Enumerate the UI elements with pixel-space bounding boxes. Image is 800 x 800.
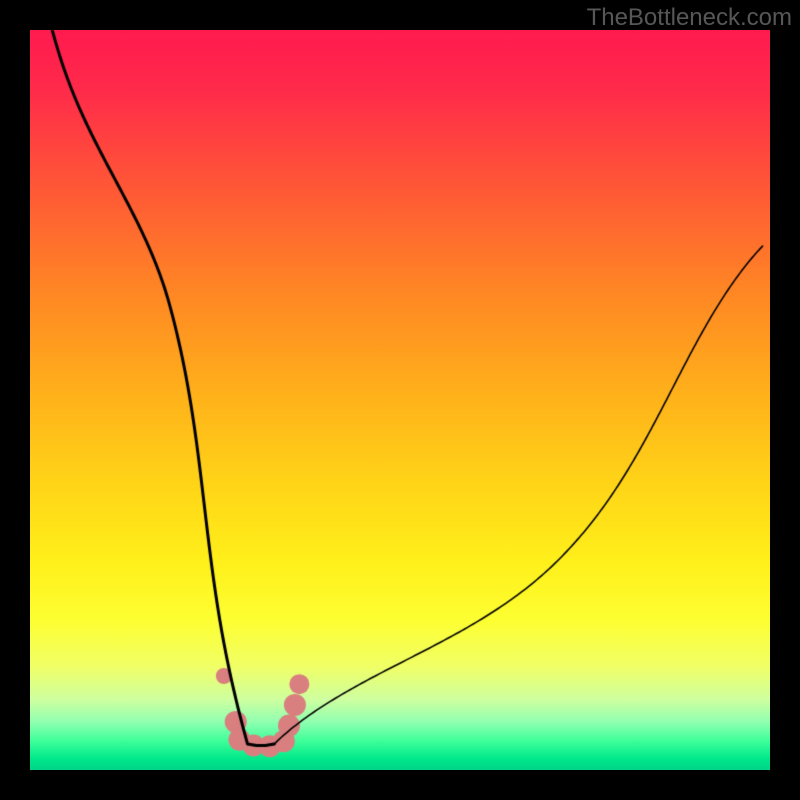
bottleneck-curve-canvas <box>0 0 800 800</box>
chart-stage: TheBottleneck.com <box>0 0 800 800</box>
watermark-text: TheBottleneck.com <box>587 4 792 32</box>
